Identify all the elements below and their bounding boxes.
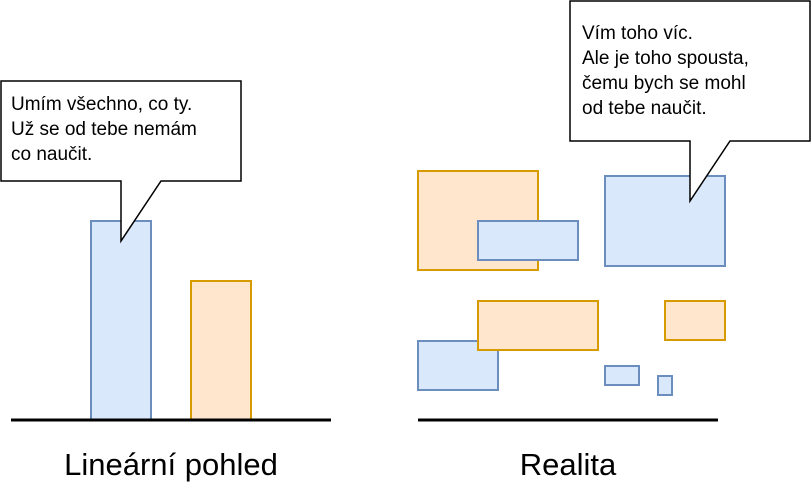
right-blue-box-overlap [477, 220, 579, 261]
left-bubble-line: Umím všechno, co ty. [11, 94, 193, 115]
left-bubble-line: Už se od tebe nemám [11, 119, 197, 140]
right-bubble-line: od tebe naučit. [582, 98, 707, 119]
right-speech-bubble [569, 0, 811, 204]
right-caption: Realita [519, 447, 617, 482]
left-bubble-line: co naučit. [11, 144, 93, 165]
left-orange-bar [190, 280, 252, 421]
right-bubble-text: Vím toho víc. Ale je toho spousta, čemu … [582, 21, 749, 121]
left-blue-bar [90, 220, 152, 421]
right-bubble-line: Vím toho víc. [582, 23, 693, 44]
left-bubble-text: Umím všechno, co ty. Už se od tebe nemám… [11, 92, 197, 167]
right-blue-box-tiny [657, 375, 673, 396]
left-speech-bubble [0, 80, 242, 244]
right-blue-box-large [604, 175, 726, 267]
right-orange-box-small [664, 300, 726, 341]
left-caption: Lineární pohled [64, 447, 278, 482]
right-blue-box-small [604, 365, 640, 386]
right-orange-box-middle [477, 300, 599, 351]
right-bubble-line: Ale je toho spousta, [582, 48, 749, 69]
right-bubble-line: čemu bych se mohl [582, 73, 746, 94]
